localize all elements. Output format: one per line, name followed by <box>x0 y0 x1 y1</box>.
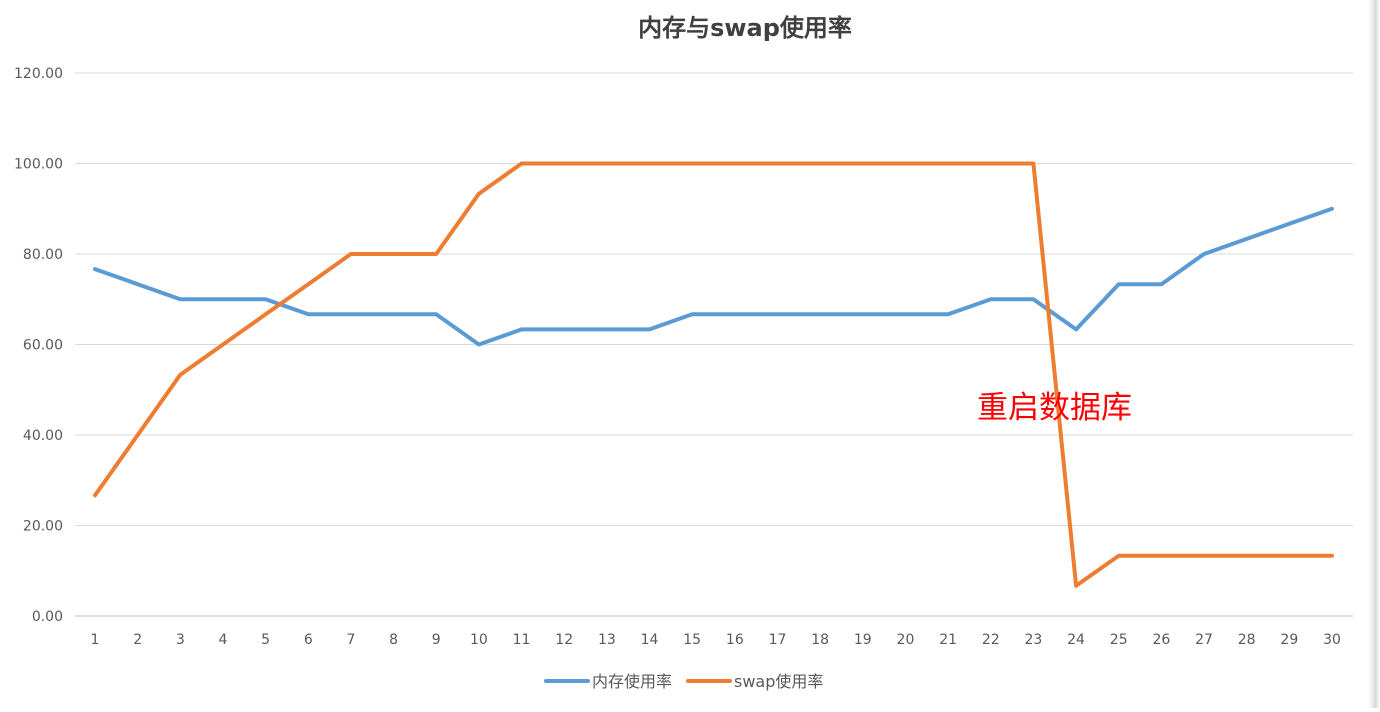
x-tick-label: 4 <box>219 632 228 648</box>
x-tick-label: 22 <box>982 632 1000 648</box>
y-tick-label: 80.00 <box>23 247 63 263</box>
x-tick-label: 16 <box>726 632 744 648</box>
series-line-swap <box>93 161 1334 588</box>
x-tick-label: 28 <box>1238 632 1256 648</box>
window-edge <box>1368 0 1380 708</box>
x-tick-label: 15 <box>683 632 701 648</box>
x-tick-label: 25 <box>1110 632 1128 648</box>
gridlines <box>75 72 1353 617</box>
annotation-restart-database: 重启数据库 <box>977 390 1132 426</box>
x-tick-label: 21 <box>939 632 957 648</box>
x-tick-label: 1 <box>91 632 100 648</box>
x-tick-label: 13 <box>598 632 616 648</box>
x-tick-label: 10 <box>470 632 488 648</box>
x-tick-label: 11 <box>513 632 531 648</box>
y-tick-label: 40.00 <box>23 428 63 444</box>
series-lines <box>93 161 1334 588</box>
y-tick-label: 20.00 <box>23 519 63 535</box>
x-tick-label: 30 <box>1323 632 1341 648</box>
x-tick-label: 3 <box>176 632 185 648</box>
y-tick-label: 120.00 <box>14 66 63 82</box>
x-tick-label: 17 <box>769 632 787 648</box>
x-tick-label: 12 <box>555 632 573 648</box>
x-tick-label: 14 <box>641 632 659 648</box>
x-tick-label: 6 <box>304 632 313 648</box>
x-tick-label: 26 <box>1152 632 1170 648</box>
annotations: 重启数据库 <box>977 390 1132 426</box>
x-tick-label: 29 <box>1280 632 1298 648</box>
x-tick-label: 5 <box>261 632 270 648</box>
chart-title: 内存与swap使用率 <box>638 14 852 42</box>
x-tick-label: 23 <box>1024 632 1042 648</box>
legend: 内存使用率 swap使用率 <box>544 672 823 691</box>
x-axis-ticks: 1 2 3 4 5 6 7 8 9 10 11 12 13 14 15 16 17 18 19 20 21 22 23 24 2… <box>91 632 1341 648</box>
x-tick-label: 18 <box>811 632 829 648</box>
x-tick-label: 8 <box>389 632 398 648</box>
y-tick-label: 100.00 <box>14 157 63 173</box>
y-axis-ticks: 0.00 20.00 40.00 60.00 80.00 100.00 120.00 <box>14 66 63 625</box>
x-tick-label: 19 <box>854 632 872 648</box>
x-tick-label: 24 <box>1067 632 1085 648</box>
x-tick-label: 27 <box>1195 632 1213 648</box>
x-tick-label: 2 <box>133 632 142 648</box>
y-tick-label: 60.00 <box>23 338 63 354</box>
x-tick-label: 7 <box>346 632 355 648</box>
legend-label: swap使用率 <box>734 672 823 691</box>
y-tick-label: 0.00 <box>32 609 63 625</box>
x-tick-label: 9 <box>432 632 441 648</box>
x-tick-label: 20 <box>897 632 915 648</box>
series-line-memory <box>93 206 1334 347</box>
legend-label: 内存使用率 <box>592 672 672 691</box>
